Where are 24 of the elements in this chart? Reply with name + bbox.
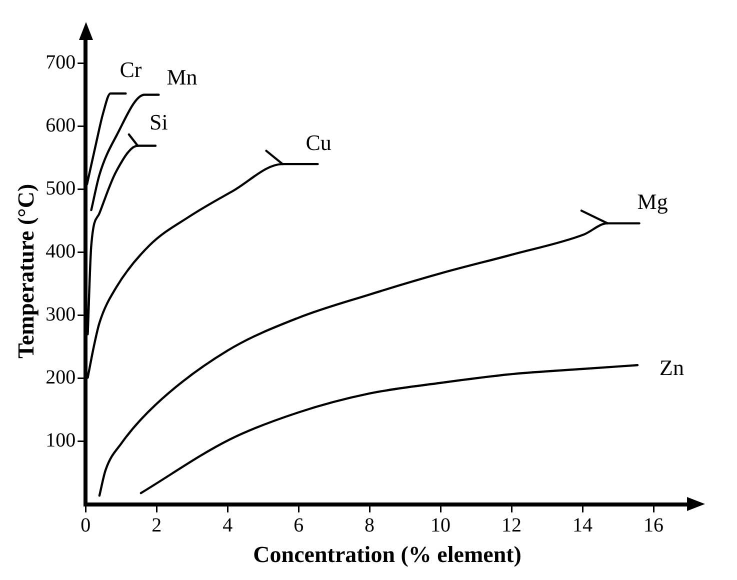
series-label: Cu [306,130,332,155]
x-tick-label: 0 [80,514,91,537]
y-tick-label: 700 [46,51,76,74]
x-tick-label: 16 [644,514,664,537]
series-label: Si [150,110,168,135]
y-tick-label: 500 [46,178,76,200]
series-label: Zn [660,354,684,380]
x-tick-label: 6 [294,514,304,537]
x-tick-label: 12 [502,514,522,537]
y-tick-label: 600 [46,114,76,136]
y-tick-label: 400 [46,240,76,263]
series-label: Mg [637,189,668,214]
x-tick-label: 14 [572,514,593,537]
y-tick-label: 300 [46,304,76,326]
x-tick-label: 4 [222,514,233,537]
series-label: Cr [120,57,142,82]
x-axis-title: Concentration (% element) [253,542,522,568]
x-tick-label: 10 [430,514,451,537]
x-tick-label: 2 [152,514,162,537]
x-tick-label: 8 [364,514,375,537]
y-tick-label: 200 [46,366,76,389]
y-tick-label: 100 [46,430,76,452]
y-axis-title: Temperature (°C) [14,184,39,359]
series-label: Mn [166,64,198,90]
